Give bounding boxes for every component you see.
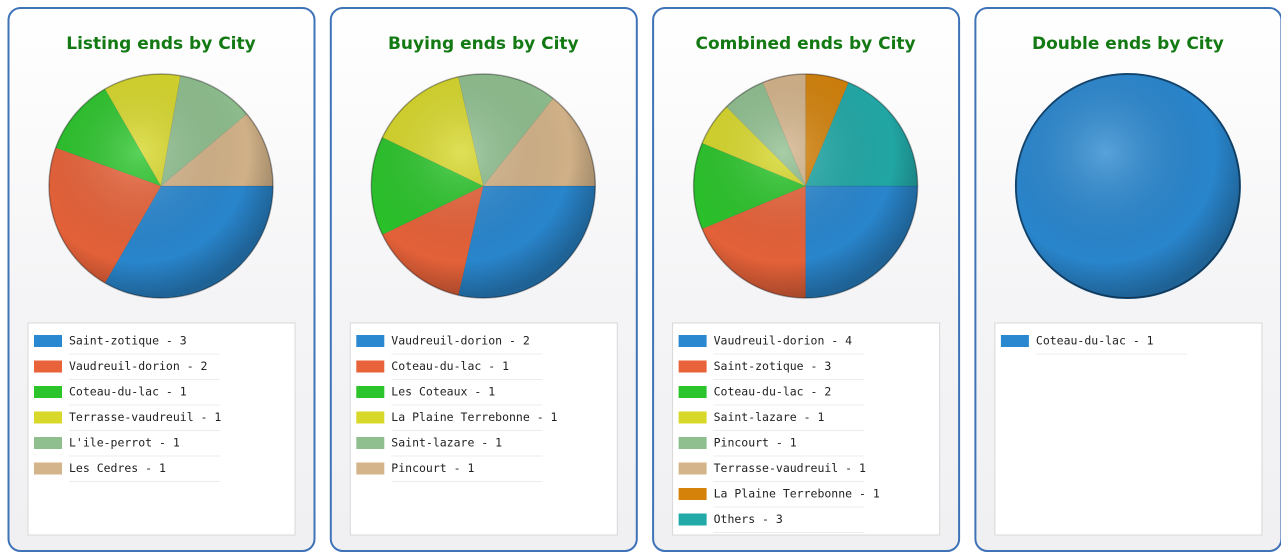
legend-label: Saint-lazare - 1	[391, 436, 502, 450]
legend-label: Les Coteaux - 1	[391, 385, 495, 399]
chart-title: Listing ends by City	[66, 34, 255, 54]
legend-label: Coteau-du-lac - 1	[391, 359, 509, 373]
legend-label: La Plaine Terrebonne - 1	[391, 410, 557, 424]
legend-swatch	[356, 437, 385, 449]
legend-swatch	[34, 360, 62, 373]
legend-box	[27, 322, 296, 536]
legend-label: Pincourt - 1	[391, 461, 474, 475]
legend-swatch	[1000, 335, 1029, 347]
legend-swatch	[356, 335, 385, 347]
legend-swatch	[34, 386, 62, 398]
legend-swatch	[678, 437, 707, 449]
legend-box	[349, 322, 618, 536]
legend-swatch	[356, 360, 385, 373]
legend-label: Coteau-du-lac - 1	[1036, 334, 1154, 348]
legend-swatch	[34, 462, 62, 475]
chart-title: Buying ends by City	[388, 34, 579, 54]
legend-box	[994, 322, 1263, 536]
legend-swatch	[678, 386, 707, 398]
chart-title: Double ends by City	[1032, 34, 1224, 54]
legend-label: La Plaine Terrebonne - 1	[714, 487, 880, 501]
chart-panel: Listing ends by City Saint-zotique - 3 Vau…	[7, 7, 316, 552]
legend-swatch	[356, 462, 385, 475]
legend-swatch	[34, 411, 62, 424]
legend-swatch	[34, 335, 62, 347]
legend-label: Coteau-du-lac - 1	[69, 385, 187, 399]
legend-label: Saint-lazare - 1	[714, 410, 825, 424]
legend-label: Saint-zotique - 3	[714, 359, 832, 373]
legend-label: Pincourt - 1	[714, 436, 797, 450]
legend-label: Vaudreuil-dorion - 4	[714, 334, 853, 348]
legend-swatch	[678, 360, 707, 373]
legend-swatch	[678, 462, 707, 475]
legend-label: Terrasse-vaudreuil - 1	[714, 461, 866, 475]
legend-label: Terrasse-vaudreuil - 1	[69, 410, 221, 424]
legend-swatch	[356, 386, 385, 398]
legend-swatch	[678, 488, 707, 500]
legend-label: L'ile-perrot - 1	[69, 436, 180, 450]
legend-label: Coteau-du-lac - 2	[714, 385, 832, 399]
chart-panel: Double ends by City Coteau-du-lac - 1	[974, 7, 1281, 552]
chart-panel: Buying ends by City Vaudreuil-dorion - 2 C…	[329, 7, 638, 552]
legend-label: Les Cedres - 1	[69, 461, 166, 475]
legend-swatch	[678, 513, 707, 526]
legend-swatch	[678, 335, 707, 347]
legend-swatch	[678, 411, 707, 424]
legend-label: Others - 3	[714, 512, 783, 526]
chart-panel: Combined ends by City Vaudreuil-dorion - …	[652, 7, 961, 552]
legend-swatch	[34, 437, 62, 449]
legend-label: Saint-zotique - 3	[69, 334, 187, 348]
chart-title: Combined ends by City	[696, 34, 916, 54]
legend-swatch	[356, 411, 385, 424]
legend-label: Vaudreuil-dorion - 2	[391, 334, 529, 348]
pie-slice	[1014, 73, 1241, 299]
legend-box	[672, 322, 941, 536]
legend-label: Vaudreuil-dorion - 2	[69, 359, 207, 373]
